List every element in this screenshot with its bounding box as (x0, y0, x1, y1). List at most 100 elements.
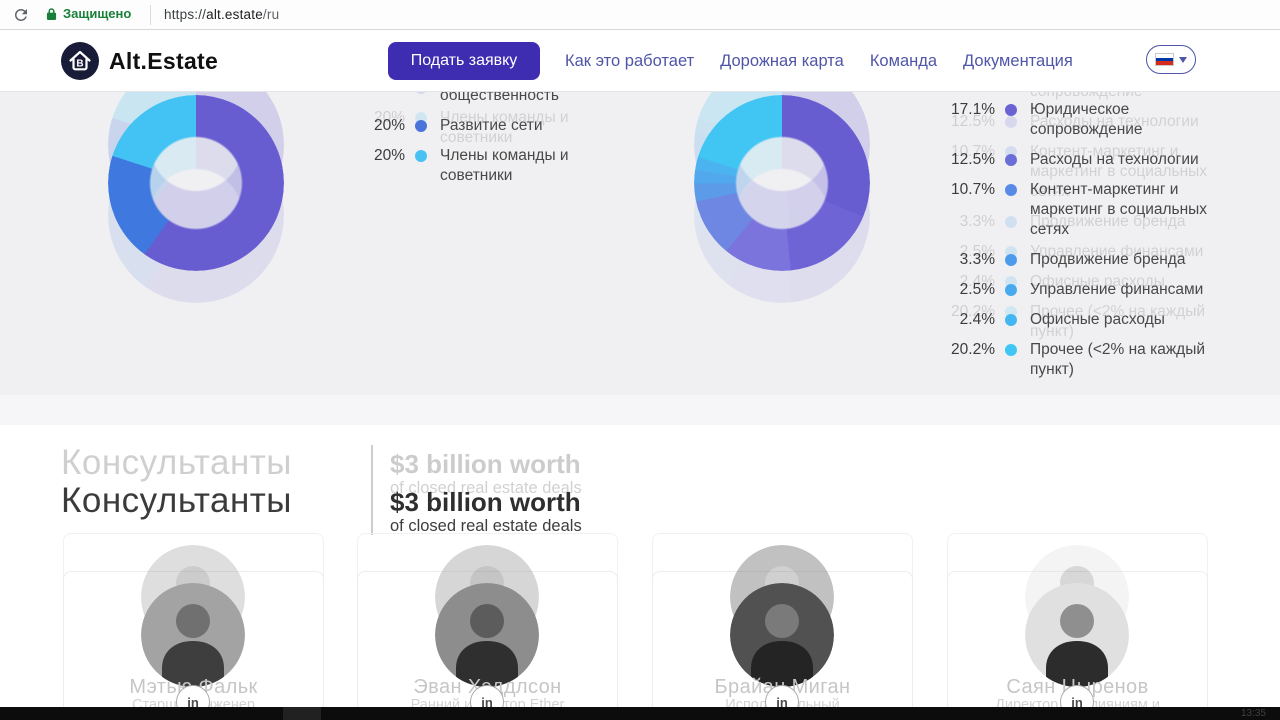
legend-percent: 2.5% (959, 281, 995, 298)
consultant-photo (141, 583, 245, 687)
legend-percent: 2.4% (959, 311, 995, 328)
legend-label: Расходы на технологии (1030, 151, 1199, 168)
url-text[interactable]: https://alt.estate/ru (164, 7, 279, 22)
legend-row: 2.4% Офисные расходы (935, 272, 1280, 292)
legend-percent: 10.7% (951, 181, 995, 198)
legend-dot-icon (1005, 284, 1017, 296)
submit-application-button[interactable]: Подать заявку (388, 42, 540, 80)
legend-dot-icon (1005, 184, 1017, 196)
legend-percent: 20% (345, 92, 405, 98)
legend-label: Члены команды и советники (440, 109, 569, 146)
legend-label: Прочее (<2% на каждый пункт) (1030, 303, 1206, 340)
legend-dot-icon (1005, 314, 1017, 326)
legend-label: Продвижение бренда (1030, 251, 1186, 268)
consultants-section: Консультанты Консультанты $3 billion wor… (0, 425, 1280, 720)
brand-logo[interactable]: B Alt.Estate (60, 41, 218, 81)
svg-text:B: B (76, 59, 83, 70)
browser-address-bar[interactable]: Защищено https://alt.estate/ru (0, 0, 1280, 30)
legend-percent: 20% (373, 147, 405, 164)
legend-dot-icon (1005, 104, 1017, 116)
legend-percent: 20.2% (951, 341, 995, 358)
legend-label: Управление финансами (1030, 243, 1204, 260)
reload-icon[interactable] (12, 6, 30, 24)
video-progress-bar[interactable]: 13:35 (0, 707, 1280, 720)
legend-label: Офисные расходы (1030, 273, 1165, 290)
legend-row: 20.2% Прочее (<2% на каждый пункт) (935, 302, 1280, 342)
chevron-down-icon (1179, 56, 1187, 63)
legend-row: 20% Развитие сети (345, 116, 693, 136)
legend-row: 3.3% Продвижение бренда (935, 250, 1280, 270)
consultant-photo (435, 583, 539, 687)
legend-percent: 12.5% (951, 113, 995, 130)
consultants-heading-ghost: Консультанты (61, 443, 292, 482)
russian-flag-icon (1155, 53, 1174, 66)
charts-section: общественность 20% Развитие сети 20% Члены к… (0, 92, 1280, 425)
legend-percent: 17.1% (951, 101, 995, 118)
legend-dot-icon (1005, 154, 1017, 166)
nav-link-3[interactable]: Команда (869, 51, 938, 70)
url-host: alt.estate (206, 7, 263, 22)
consultant-photo (730, 583, 834, 687)
legend-label: Продвижение бренда (1030, 213, 1186, 230)
legend-dot-icon (1005, 116, 1017, 128)
legend-dot-icon (415, 120, 427, 132)
legend-percent: 2.5% (959, 243, 995, 260)
url-path: /ru (262, 7, 280, 22)
heading-divider (371, 445, 373, 535)
nav-link-2[interactable]: Дорожная карта (720, 51, 844, 70)
legend-label: Члены команды и советники (440, 147, 569, 184)
legend-row: 12.5% Расходы на технологии (935, 112, 1280, 132)
donut-chart-left (108, 95, 284, 271)
worth-title-ghost: $3 billion worth (390, 449, 581, 479)
nav-link-4[interactable]: Документация (963, 51, 1073, 70)
legend-dot-icon (415, 92, 427, 94)
legend-label: Развитие сети (440, 92, 543, 98)
donut-legend-right: 17.1% Юридическое сопровождение 12.5% Расход… (935, 92, 1280, 425)
player-timestamp: 13:35 (1240, 708, 1266, 719)
legend-dot-icon (1005, 344, 1017, 356)
worth-subtitle: of closed real estate deals (390, 517, 582, 535)
house-coin-icon: B (61, 42, 99, 80)
legend-row: 20% Члены команды и советники (345, 146, 693, 186)
legend-row: общественность (345, 92, 693, 106)
section-fade-strip (0, 395, 1280, 425)
legend-label: Управление финансами (1030, 281, 1204, 298)
consultants-heading: Консультанты (61, 481, 292, 520)
url-separator (150, 5, 151, 25)
donut-chart-right (694, 95, 870, 271)
legend-label: общественность (440, 92, 559, 104)
nav-link-1[interactable]: Как это работает (565, 51, 695, 70)
brand-name: Alt.Estate (109, 47, 219, 74)
worth-title: $3 billion worth (390, 487, 581, 517)
legend-percent: 10.7% (951, 143, 995, 160)
player-buffer-segment (283, 707, 321, 720)
legend-row: 10.7% Контент-маркетинг и маркетинг в соци… (935, 142, 1280, 202)
secure-chip[interactable]: Защищено (46, 6, 131, 21)
legend-row: 20% Развитие сети (345, 92, 693, 98)
legend-dot-icon (1005, 254, 1017, 266)
legend-percent: 20% (373, 117, 405, 134)
legend-dot-icon (1005, 216, 1017, 228)
donut-legend-left: общественность 20% Развитие сети 20% Члены к… (345, 92, 695, 425)
legend-row: 20.2% Прочее (<2% на каждый пункт) (935, 340, 1280, 380)
site-navbar: B Alt.Estate Подать заявку Как это работ… (0, 30, 1280, 92)
legend-label: Развитие сети (440, 117, 543, 134)
legend-row: 2.4% Офисные расходы (935, 310, 1280, 330)
legend-percent: 12.5% (951, 151, 995, 168)
legend-row: 3.3% Продвижение бренда (935, 212, 1280, 232)
legend-row: 2.5% Управление финансами (935, 280, 1280, 300)
legend-row: 2.5% Управление финансами (935, 242, 1280, 262)
lock-icon (46, 7, 57, 20)
language-selector[interactable] (1146, 45, 1196, 74)
legend-label: Прочее (<2% на каждый пункт) (1030, 341, 1206, 378)
legend-dot-icon (415, 150, 427, 162)
legend-label: Контент-маркетинг и маркетинг в социальны… (1030, 181, 1208, 238)
legend-percent: 20.2% (951, 303, 995, 320)
worth-subtitle-ghost: of closed real estate deals (390, 479, 582, 497)
legend-label: Контент-маркетинг и маркетинг в социальны… (1030, 143, 1208, 200)
